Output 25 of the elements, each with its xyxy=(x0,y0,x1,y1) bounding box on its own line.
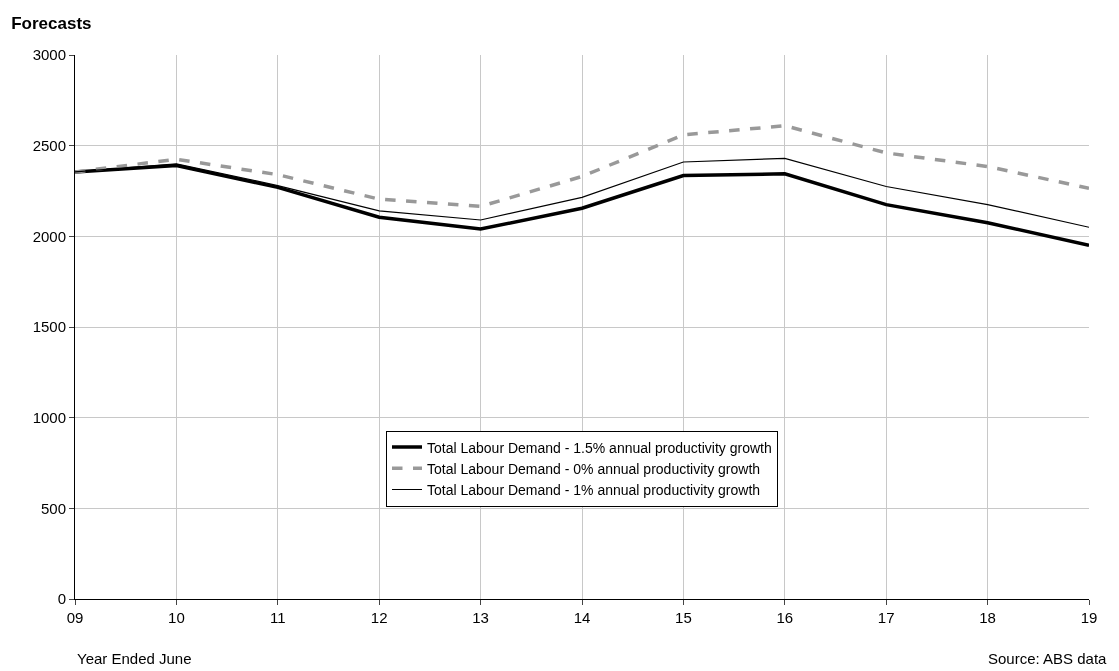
source-note: Source: ABS data xyxy=(988,650,1108,667)
x-tick-label: 15 xyxy=(675,609,692,626)
legend-label: Total Labour Demand - 1.5% annual productivity growth xyxy=(427,439,772,456)
x-tick-label: 14 xyxy=(573,609,591,626)
line-series xyxy=(75,123,1089,209)
x-tick-label: 17 xyxy=(877,609,895,626)
y-tick-label: 1500 xyxy=(32,318,66,336)
y-tick-label: 3000 xyxy=(32,46,66,64)
x-tick-label: 13 xyxy=(472,609,489,626)
x-tick-label: 19 xyxy=(1080,609,1098,626)
x-tick-label: 18 xyxy=(979,609,996,626)
y-tick-label: 2000 xyxy=(32,227,66,245)
y-tick-label: 0 xyxy=(57,590,66,608)
x-tick-label: 16 xyxy=(776,609,794,626)
x-tick-label: 10 xyxy=(168,609,185,626)
chart-title: Forecasts xyxy=(11,13,92,33)
x-axis-title: Year Ended June xyxy=(77,650,192,667)
x-tick-label: 09 xyxy=(66,609,84,626)
legend-label: Total Labour Demand - 0% annual productivity growth xyxy=(427,460,761,477)
y-tick-label: 1000 xyxy=(32,408,66,426)
x-tick-label: 12 xyxy=(370,609,388,626)
legend-label: Total Labour Demand - 1% annual productivity growth xyxy=(427,481,761,498)
y-tick-label: 500 xyxy=(40,499,66,517)
x-tick-label: 11 xyxy=(270,609,286,626)
y-tick-label: 2500 xyxy=(32,136,66,154)
